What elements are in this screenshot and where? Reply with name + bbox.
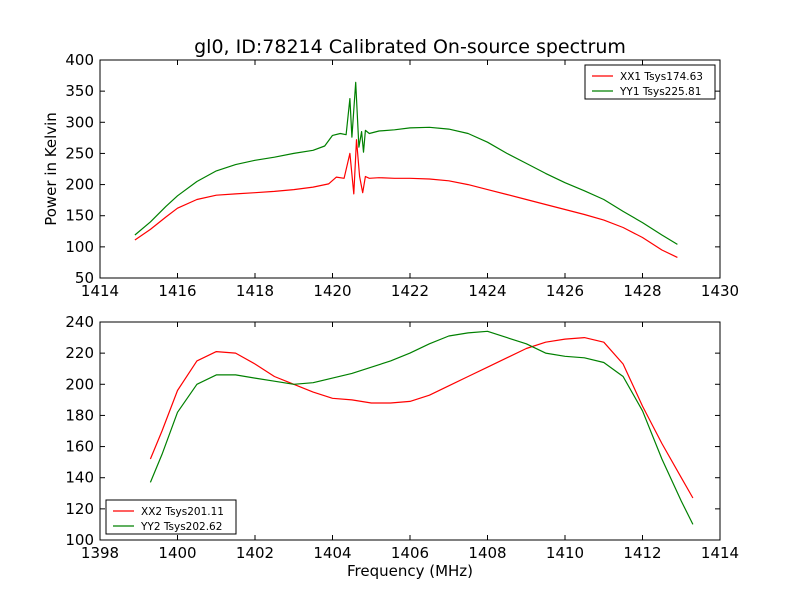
top-ylabel: Power in Kelvin <box>42 112 60 226</box>
bottom-xtick-label: 1410 <box>546 544 584 562</box>
top-xtick-label: 1430 <box>701 282 739 300</box>
top-ytick-label: 250 <box>65 144 94 162</box>
bottom-xtick-label: 1408 <box>468 544 506 562</box>
bottom-xtick-label: 1404 <box>313 544 351 562</box>
bottom-panel: 1398 1400 1402 1404 1406 1408 1410 1412 1414 100 1… <box>65 313 739 580</box>
bottom-series-line-2 <box>149 330 694 525</box>
bottom-ytick-label: 120 <box>65 500 94 518</box>
bottom-xtick-label: 1402 <box>236 544 274 562</box>
bottom-legend-label-2: YY2 Tsys202.62 <box>140 521 222 533</box>
top-ytick-label: 50 <box>75 269 94 287</box>
top-series-line-2 <box>134 81 678 245</box>
bottom-ytick-label: 240 <box>65 313 94 331</box>
bottom-xtick-label: 1400 <box>158 544 196 562</box>
top-ytick-label: 300 <box>65 113 94 131</box>
top-xtick-label: 1424 <box>468 282 506 300</box>
bottom-ytick-label: 160 <box>65 438 94 456</box>
bottom-xtick-label: 1406 <box>391 544 429 562</box>
top-legend-label-2: YY1 Tsys225.81 <box>619 86 701 98</box>
top-legend-label-1: XX1 Tsys174.63 <box>620 71 703 83</box>
bottom-legend-box <box>105 499 237 535</box>
top-series-line-1 <box>134 139 678 258</box>
bottom-xtick-label: 1414 <box>701 544 739 562</box>
bottom-ytick-label: 200 <box>65 375 94 393</box>
bottom-xlabel: Frequency (MHz) <box>347 562 473 580</box>
top-xtick-label: 1416 <box>158 282 196 300</box>
top-panel: 1414 1416 1418 1420 1422 1424 1426 1428 1430 50 10… <box>42 51 739 300</box>
bottom-ytick-label: 220 <box>65 344 94 362</box>
top-xtick-label: 1418 <box>236 282 274 300</box>
bottom-legend-label-1: XX2 Tsys201.11 <box>141 506 224 518</box>
plots-layer: 1414 1416 1418 1420 1422 1424 1426 1428 1430 50 10… <box>42 51 739 580</box>
bottom-xtick-label: 1412 <box>623 544 661 562</box>
bottom-ytick-label: 100 <box>65 531 94 549</box>
bottom-ytick-label: 180 <box>65 406 94 424</box>
bottom-legend: XX2 Tsys201.11 YY2 Tsys202.62 <box>105 499 237 535</box>
top-xtick-label: 1428 <box>623 282 661 300</box>
top-ytick-label: 100 <box>65 238 94 256</box>
top-ytick-label: 200 <box>65 176 94 194</box>
bottom-xtick-label: 1398 <box>81 544 119 562</box>
top-legend: XX1 Tsys174.63 YY1 Tsys225.81 <box>584 64 716 100</box>
top-xtick-label: 1414 <box>81 282 119 300</box>
bottom-ytick-label: 140 <box>65 469 94 487</box>
top-legend-box <box>584 64 716 100</box>
chart-title: gl0, ID:78214 Calibrated On-source spect… <box>194 36 626 58</box>
top-xtick-label: 1422 <box>391 282 429 300</box>
top-ytick-label: 150 <box>65 207 94 225</box>
top-xtick-label: 1426 <box>546 282 584 300</box>
top-xtick-label: 1420 <box>313 282 351 300</box>
bottom-series-line-1 <box>149 337 694 499</box>
top-ytick-label: 400 <box>65 51 94 69</box>
top-ytick-label: 350 <box>65 82 94 100</box>
